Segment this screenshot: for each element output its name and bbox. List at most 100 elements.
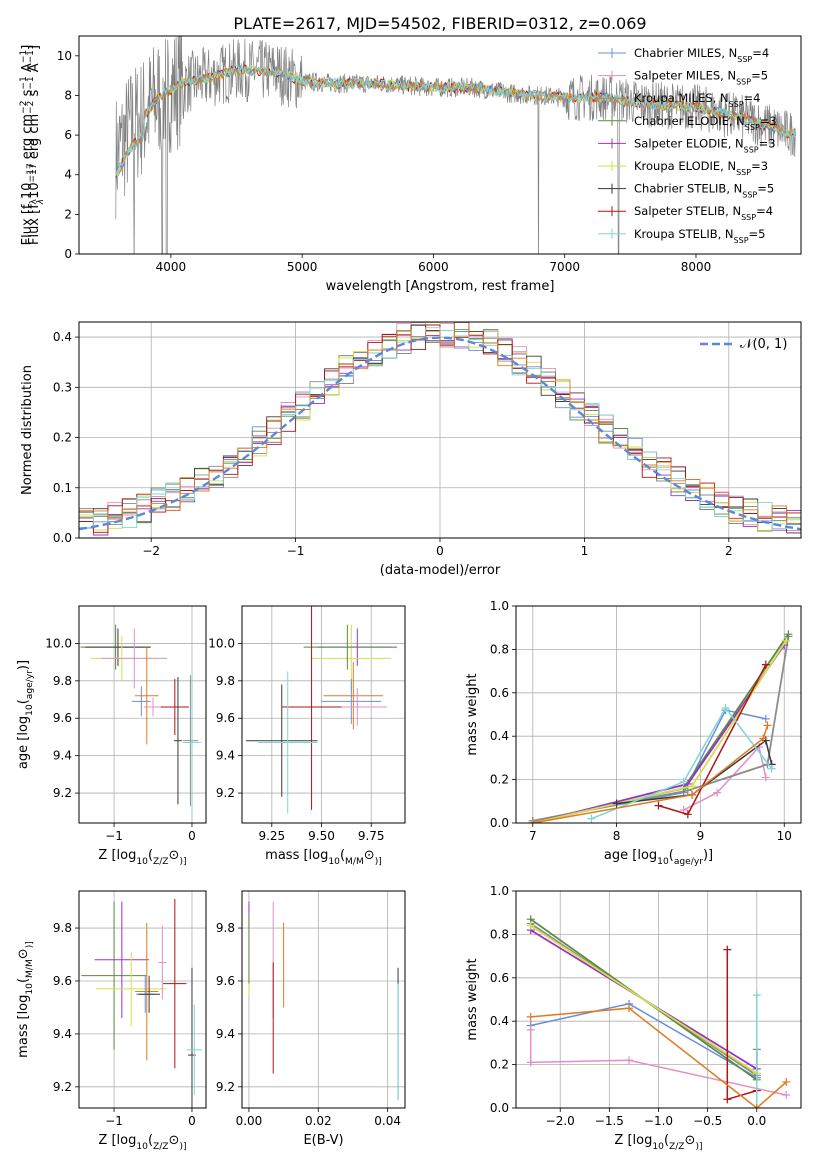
- plus-marker: [612, 799, 621, 808]
- y-tick-label: 9.4: [216, 1027, 235, 1041]
- weight-line-9: [530, 1007, 787, 1108]
- legend-label: Chabrier ELODIE, NSSP=3: [634, 114, 777, 132]
- panel-age_vs_Z: −1 0 9.2 9.4 9.6 9.8 10.0 Z [log10(Z/Z⊙)] age [l…: [16, 605, 207, 867]
- y-tick-label: 9.6: [216, 974, 235, 988]
- errorbar-point: [131, 686, 151, 717]
- y-axis-label: mass [log10(M/M⊙)]: [16, 941, 35, 1058]
- legend-label: Kroupa STELIB, NSSP=5: [634, 227, 765, 245]
- model-spectrum-9: [115, 65, 797, 177]
- y-tick-label: 9.6: [216, 711, 235, 725]
- plot-area: [79, 322, 801, 536]
- errorbar-point: [321, 678, 382, 724]
- x-tick-label: 4000: [156, 260, 187, 274]
- x-tick-label: 8000: [681, 260, 712, 274]
- legend-label-suffix: =4: [752, 46, 769, 60]
- histogram-series-8: [79, 327, 801, 530]
- y-tick-label: 9.4: [216, 749, 235, 763]
- legend-label-text: Salpeter STELIB, N: [634, 204, 741, 218]
- x-tick-label: 9.25: [258, 829, 285, 843]
- legend-label-suffix: =3: [759, 136, 776, 150]
- errorbar-point: [85, 628, 151, 666]
- y-tick-label: 0.8: [490, 642, 509, 656]
- legend-label-suffix: =5: [757, 182, 774, 196]
- legend-label-text: Chabrier STELIB, N: [634, 182, 742, 196]
- x-axis-label: Z [log10(Z/Z⊙)]: [98, 1133, 186, 1152]
- legend-label-sub: SSP: [745, 122, 760, 131]
- legend-label-text: Chabrier MILES, N: [634, 46, 737, 60]
- legend-label-suffix: =3: [751, 159, 768, 173]
- plot-frame: [78, 35, 802, 255]
- plot-area: [526, 915, 791, 1108]
- legend-label: Salpeter STELIB, NSSP=4: [634, 204, 773, 222]
- errorbar-point: [135, 922, 159, 1061]
- x-tick-label: 0: [436, 544, 444, 558]
- y-tick-label: 0.2: [490, 773, 509, 787]
- plot-area: [81, 898, 203, 1108]
- x-tick-label: −1: [105, 1114, 123, 1128]
- x-tick-label: 7: [529, 829, 537, 843]
- y-axis-label: Normed distribution: [20, 365, 35, 495]
- plus-marker: [625, 1004, 634, 1013]
- y-tick-label: 9.2: [53, 1080, 72, 1094]
- weight-line-1: [683, 745, 767, 811]
- legend-label-sub: SSP: [734, 235, 749, 244]
- panel-residuals: −2 −1 0 1 2 0.0 0.1 0.2 0.3 0.4 (data-model)/error…: [20, 321, 802, 578]
- weight-line-5: [530, 924, 758, 1075]
- plus-marker: [761, 660, 770, 669]
- plus-marker: [654, 801, 663, 810]
- plus-marker: [752, 991, 761, 1000]
- legend-label-suffix: =4: [756, 204, 773, 218]
- plus-marker: [761, 773, 770, 782]
- plot-area: [528, 630, 793, 823]
- plus-marker: [625, 1056, 634, 1065]
- legend-entry: Salpeter STELIB, NSSP=4: [598, 204, 773, 222]
- y-axis-label: Flux [fλ10−17 erg cm−2 s−1 A−1]: [26, 45, 46, 245]
- plus-marker: [763, 721, 772, 730]
- x-tick-label: 9: [697, 829, 705, 843]
- errorbar-point: [257, 671, 318, 814]
- y-tick-label: 9.8: [216, 674, 235, 688]
- x-axis-label: age [log10(age/yr)]: [604, 848, 713, 867]
- legend-label-sub: SSP: [742, 190, 757, 199]
- legend-label: Salpeter ELODIE, NSSP=3: [634, 136, 776, 154]
- errorbar-point: [182, 675, 199, 807]
- x-tick-label: −1: [287, 544, 305, 558]
- legend-label-text: Kroupa MILES, N: [634, 91, 729, 105]
- x-tick-label: 0: [188, 829, 196, 843]
- x-axis-label: (data-model)/error: [380, 563, 501, 578]
- x-tick-label: 1: [581, 544, 589, 558]
- errorbar-point: [143, 697, 163, 717]
- legend-label-text: Salpeter MILES, N: [634, 69, 736, 83]
- x-tick-label: −2.0: [546, 1114, 575, 1128]
- x-tick-label: 5000: [287, 260, 318, 274]
- plus-marker: [713, 788, 722, 797]
- legend-label-sub: SSP: [729, 100, 744, 109]
- plus-marker: [723, 1095, 732, 1104]
- errorbar-point: [281, 606, 342, 810]
- y-tick-label: 9.4: [53, 1027, 72, 1041]
- plus-marker: [683, 810, 692, 819]
- weight-line-6: [616, 739, 773, 805]
- errorbar-point: [138, 975, 161, 1013]
- panel-mass_weight_vs_age: 7 8 9 10 0.0 0.2 0.4 0.6 0.8 1.0 age [log10(age/yr…: [465, 599, 802, 867]
- legend-entry: Salpeter MILES, NSSP=5: [598, 69, 768, 86]
- y-axis-label: Flux [fλ10−17 erg cm−2 s−1 A−1]: [19, 45, 39, 246]
- plus-marker: [723, 945, 732, 954]
- weight-line-3: [532, 633, 790, 823]
- panel-spectrum: 4000 5000 6000 7000 8000 0 2 4 6 8 10 wavelength [A…: [19, 35, 802, 294]
- errorbar-point: [163, 898, 187, 1069]
- legend-label-suffix: =5: [751, 69, 768, 83]
- legend-normal: 𝒩(0, 1): [700, 337, 787, 352]
- y-tick-label: 6: [64, 128, 72, 142]
- plus-marker: [767, 764, 776, 773]
- x-tick-label: −1: [105, 829, 123, 843]
- y-tick-label: 8: [64, 88, 72, 102]
- figure-title: PLATE=2617, MJD=54502, FIBERID=0312, z=0…: [233, 14, 646, 33]
- plot-area: [248, 901, 399, 1101]
- y-tick-label: 0.8: [490, 927, 509, 941]
- weight-line-8: [591, 706, 773, 820]
- legend-label: 𝒩(0, 1): [740, 337, 787, 352]
- y-tick-label: 9.4: [53, 749, 72, 763]
- x-tick-label: 10: [777, 829, 792, 843]
- panel-mass_vs_Z: −1 0 9.2 9.4 9.6 9.8 Z [log10(Z/Z⊙)] mass [log1…: [16, 890, 207, 1152]
